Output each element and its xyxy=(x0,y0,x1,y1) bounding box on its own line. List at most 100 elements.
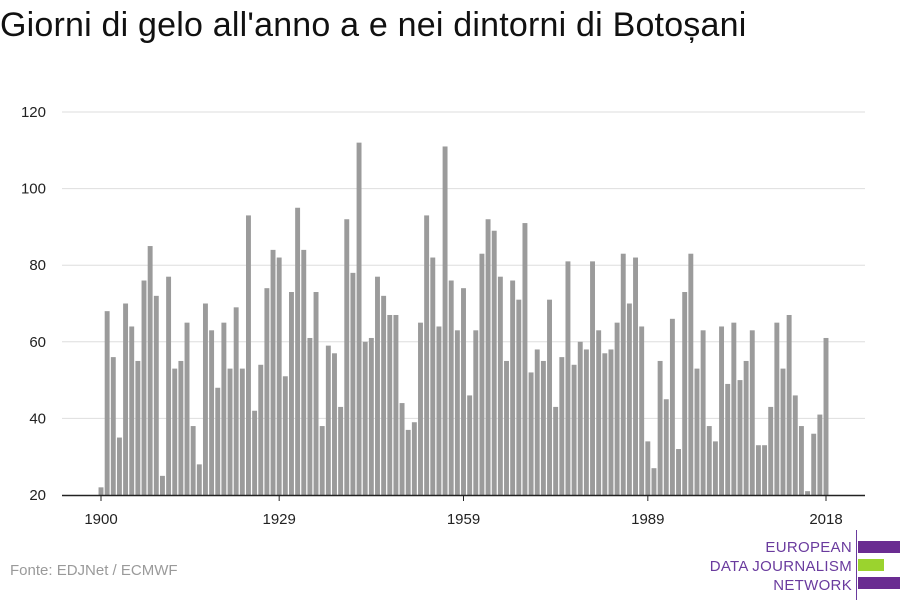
bar-2013 xyxy=(792,395,798,495)
x-tick-label-1989: 1989 xyxy=(631,511,664,528)
bar-2011 xyxy=(780,368,786,495)
bar-1942 xyxy=(356,142,362,495)
bar-1993 xyxy=(669,318,675,495)
bar-1950 xyxy=(405,429,411,495)
logo-divider xyxy=(856,530,857,600)
bar-1926 xyxy=(258,364,264,495)
y-tick-label-80: 80 xyxy=(29,257,46,274)
bar-1984 xyxy=(614,322,620,495)
bar-1904 xyxy=(123,303,129,495)
bar-1980 xyxy=(590,261,595,495)
x-tick-label-2018: 2018 xyxy=(809,511,842,528)
bar-1928 xyxy=(270,249,276,495)
bar-1959 xyxy=(461,288,466,495)
bar-1922 xyxy=(233,307,239,495)
bar-1905 xyxy=(129,326,135,495)
bar-2004 xyxy=(737,380,743,495)
bar-1932 xyxy=(295,207,301,495)
bar-1913 xyxy=(178,360,184,495)
bar-1940 xyxy=(344,219,350,496)
logo-line-2: DATA JOURNALISM xyxy=(709,558,852,575)
bar-1978 xyxy=(577,341,583,495)
bar-1900 xyxy=(98,487,104,495)
bar-1995 xyxy=(682,292,688,495)
bar-chart: 20 40 60 80 100 120 1900 1929 1959 1989 2018 xyxy=(21,104,865,528)
bar-1974 xyxy=(553,406,559,495)
bar-1994 xyxy=(676,449,681,495)
bar-1992 xyxy=(663,399,669,495)
y-tick-labels: 20 40 60 80 100 120 xyxy=(21,104,46,504)
bar-1983 xyxy=(608,349,614,495)
bar-1934 xyxy=(307,337,313,495)
bar-2006 xyxy=(749,330,755,495)
bar-1957 xyxy=(448,280,454,495)
bar-1925 xyxy=(252,410,258,495)
bar-1947 xyxy=(387,314,393,495)
bar-1935 xyxy=(313,292,319,495)
bar-1912 xyxy=(172,368,178,495)
bar-1955 xyxy=(436,326,442,495)
bar-1975 xyxy=(559,357,565,495)
bar-1903 xyxy=(116,437,122,495)
bar-2008 xyxy=(762,445,768,495)
bar-2005 xyxy=(743,360,749,495)
bar-1918 xyxy=(209,330,215,495)
bar-1938 xyxy=(332,353,337,495)
bar-1964 xyxy=(491,230,497,496)
bar-1919 xyxy=(215,387,221,495)
bar-2002 xyxy=(725,383,731,495)
bar-1989 xyxy=(645,441,651,495)
bar-1973 xyxy=(547,299,552,495)
bar-1908 xyxy=(147,246,153,495)
bar-1930 xyxy=(282,376,288,495)
bar-1939 xyxy=(338,406,344,495)
bar-1966 xyxy=(504,360,509,495)
y-tick-label-20: 20 xyxy=(29,487,46,504)
bar-2009 xyxy=(768,406,774,495)
bar-1915 xyxy=(190,426,196,495)
bar-2007 xyxy=(755,445,761,495)
bar-1931 xyxy=(289,292,294,495)
bar-1921 xyxy=(227,368,233,495)
bar-1927 xyxy=(264,288,270,495)
bar-1929 xyxy=(276,257,282,495)
bar-1968 xyxy=(516,299,522,495)
logo-bar-green xyxy=(858,559,884,571)
bar-1946 xyxy=(381,295,387,495)
bar-1981 xyxy=(596,330,602,495)
bar-2018 xyxy=(823,337,829,495)
bar-1979 xyxy=(583,349,589,495)
x-tick-label-1959: 1959 xyxy=(447,511,480,528)
bar-1936 xyxy=(319,426,325,495)
bar-1954 xyxy=(430,257,436,495)
bar-1958 xyxy=(454,330,460,495)
bar-1937 xyxy=(325,345,331,495)
y-tick-label-100: 100 xyxy=(21,181,46,198)
bar-1944 xyxy=(368,337,374,495)
bar-1953 xyxy=(424,215,430,495)
bar-1988 xyxy=(639,326,645,495)
bar-1902 xyxy=(110,357,116,495)
bar-1945 xyxy=(375,276,380,495)
bar-1901 xyxy=(104,311,110,495)
y-tick-label-120: 120 xyxy=(21,104,46,121)
bar-1911 xyxy=(166,276,172,495)
bar-2016 xyxy=(811,433,817,495)
bar-1961 xyxy=(473,330,479,495)
source-note: Fonte: EDJNet / ECMWF xyxy=(10,562,178,579)
bar-2015 xyxy=(805,491,811,495)
bar-1963 xyxy=(485,219,491,496)
bar-1924 xyxy=(246,215,251,495)
bar-1990 xyxy=(651,468,657,495)
bar-1991 xyxy=(657,360,663,495)
bar-2003 xyxy=(731,322,737,495)
logo-line-3: NETWORK xyxy=(773,577,852,594)
y-tick-label-60: 60 xyxy=(29,334,46,351)
bar-1976 xyxy=(565,261,571,495)
bar-1986 xyxy=(626,303,632,495)
bar-1969 xyxy=(522,223,528,495)
axes xyxy=(62,494,865,501)
bar-1965 xyxy=(497,276,503,495)
bar-1910 xyxy=(159,475,165,495)
logo-line-1: EUROPEAN xyxy=(765,539,852,556)
